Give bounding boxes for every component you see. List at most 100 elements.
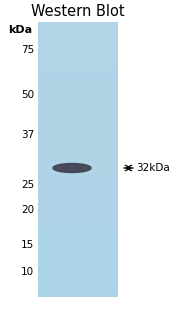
Bar — [38, 93, 118, 96]
Bar — [38, 55, 118, 58]
Bar — [38, 269, 118, 272]
Bar — [38, 121, 118, 124]
Bar — [38, 195, 118, 198]
Bar — [38, 148, 118, 151]
Bar — [38, 28, 118, 31]
Bar — [38, 69, 118, 72]
Bar — [38, 66, 118, 69]
Bar — [38, 85, 118, 88]
Bar — [38, 134, 118, 138]
Bar — [38, 266, 118, 269]
Bar — [38, 247, 118, 250]
Bar — [38, 184, 118, 187]
Bar — [38, 255, 118, 258]
Bar — [38, 271, 118, 275]
Bar — [38, 252, 118, 256]
Text: kDa: kDa — [8, 25, 32, 35]
Bar — [38, 132, 118, 135]
Bar — [38, 258, 118, 261]
Bar — [38, 225, 118, 228]
Bar — [38, 154, 118, 157]
Bar — [38, 101, 118, 105]
Bar — [38, 156, 118, 159]
Bar — [38, 88, 118, 91]
Text: Western Blot: Western Blot — [31, 3, 125, 19]
Bar — [38, 159, 118, 162]
Bar — [38, 230, 118, 234]
Bar — [38, 214, 118, 217]
Text: 37: 37 — [21, 130, 34, 140]
Bar — [38, 82, 118, 86]
Bar — [38, 22, 118, 25]
Text: 10: 10 — [21, 267, 34, 277]
Bar — [38, 145, 118, 149]
Bar — [38, 200, 118, 203]
Text: 15: 15 — [21, 240, 34, 250]
Text: 25: 25 — [21, 180, 34, 190]
Bar — [38, 260, 118, 264]
Bar — [38, 280, 118, 283]
Bar — [38, 211, 118, 214]
Bar — [38, 30, 118, 33]
Bar — [38, 63, 118, 66]
Bar — [38, 162, 118, 165]
Bar — [38, 170, 118, 173]
Bar — [38, 288, 118, 291]
Bar — [38, 123, 118, 127]
Text: 50: 50 — [21, 90, 34, 100]
Bar — [38, 208, 118, 212]
Bar — [38, 290, 118, 294]
Bar — [38, 222, 118, 225]
Bar — [38, 77, 118, 80]
Bar — [38, 47, 118, 50]
Bar — [38, 197, 118, 201]
Bar — [38, 104, 118, 108]
Text: 20: 20 — [21, 205, 34, 215]
Text: 75: 75 — [21, 45, 34, 55]
Bar — [38, 189, 118, 193]
Bar — [38, 33, 118, 36]
Bar — [38, 79, 118, 83]
Bar — [38, 164, 118, 168]
Bar — [38, 36, 118, 39]
Bar — [38, 140, 118, 143]
Bar — [38, 91, 118, 94]
Bar — [38, 151, 118, 154]
Bar — [38, 74, 118, 77]
Bar — [38, 71, 118, 74]
Bar — [38, 96, 118, 99]
Bar — [38, 227, 118, 231]
Bar — [38, 239, 118, 242]
Bar — [38, 52, 118, 55]
Bar — [38, 44, 118, 47]
Bar — [38, 181, 118, 184]
Bar — [38, 38, 118, 42]
Bar — [38, 285, 118, 288]
Bar — [38, 112, 118, 116]
Bar — [38, 126, 118, 129]
Bar — [38, 25, 118, 28]
Bar — [38, 233, 118, 236]
Bar — [38, 57, 118, 61]
Bar — [38, 249, 118, 253]
Bar — [38, 274, 118, 277]
Bar — [38, 110, 118, 113]
Bar — [38, 176, 118, 179]
Bar — [38, 137, 118, 140]
Bar — [38, 205, 118, 209]
Bar — [38, 142, 118, 146]
Bar — [38, 192, 118, 195]
Bar — [38, 219, 118, 222]
Bar — [38, 107, 118, 110]
Bar — [38, 217, 118, 220]
Text: 32kDa: 32kDa — [136, 163, 170, 173]
Bar — [38, 282, 118, 286]
Bar — [38, 118, 118, 121]
Bar — [38, 241, 118, 244]
Bar — [38, 60, 118, 64]
Bar — [38, 129, 118, 132]
Bar — [38, 41, 118, 44]
Ellipse shape — [53, 163, 91, 172]
Bar — [38, 173, 118, 176]
Bar — [38, 115, 118, 118]
